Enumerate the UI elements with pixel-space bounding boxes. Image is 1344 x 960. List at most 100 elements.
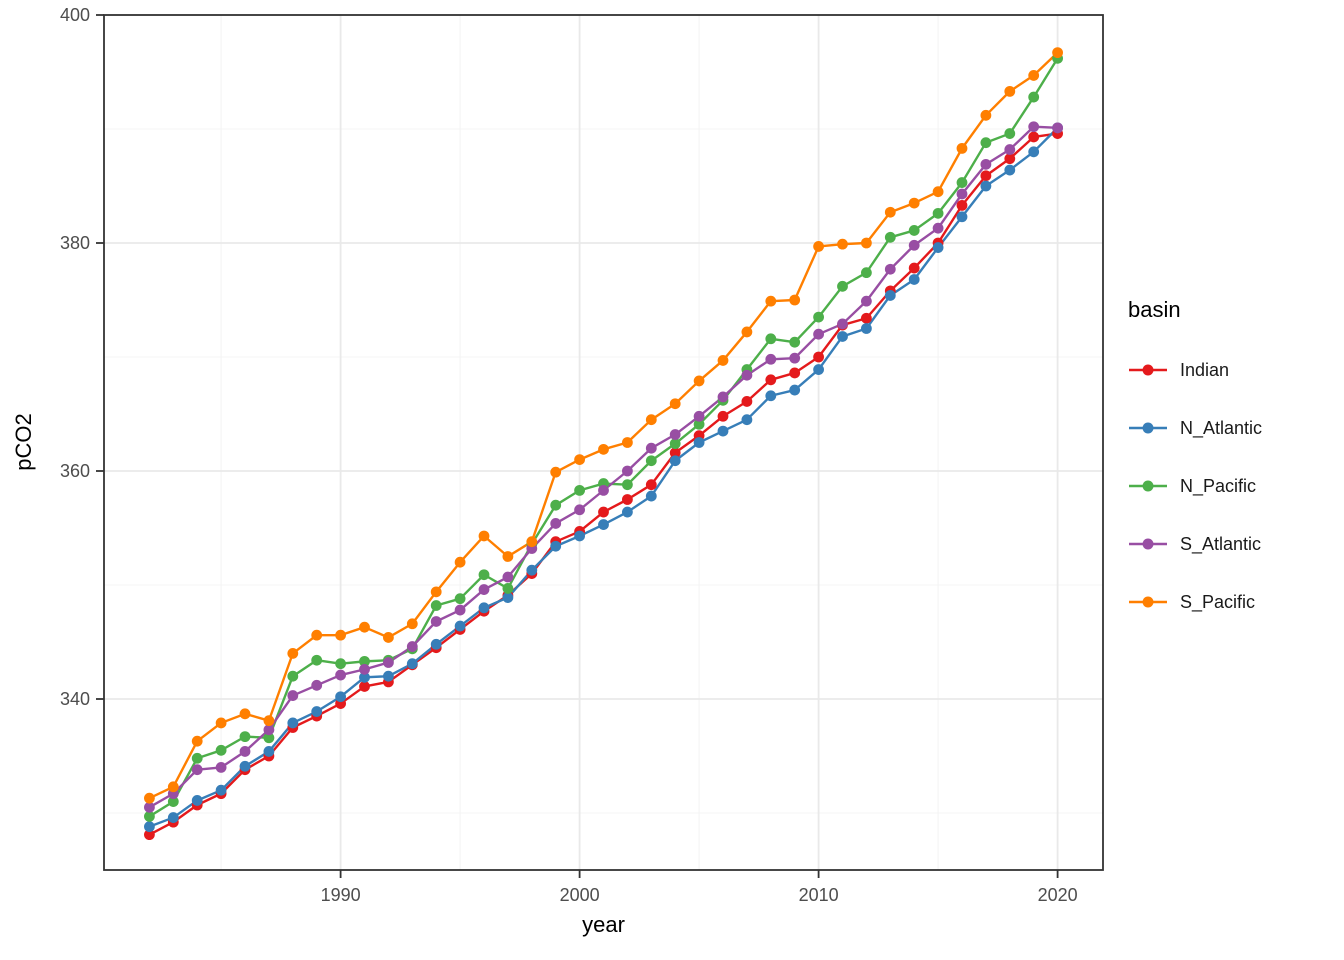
data-point-S_Atlantic (717, 391, 729, 403)
data-point-Indian (1028, 131, 1040, 143)
data-point-N_Atlantic (526, 564, 538, 576)
data-point-N_Pacific (1004, 128, 1016, 139)
data-point-N_Pacific (765, 333, 777, 345)
data-point-N_Pacific (335, 658, 347, 670)
data-point-N_Atlantic (1004, 164, 1016, 176)
data-point-S_Pacific (884, 206, 896, 218)
data-point-N_Pacific (454, 593, 466, 605)
data-point-N_Atlantic (1028, 146, 1040, 158)
data-point-S_Atlantic (980, 158, 992, 170)
data-point-S_Atlantic (430, 616, 442, 627)
legend-entry-S_Pacific: S_Pacific (1128, 589, 1338, 615)
data-point-N_Pacific (956, 177, 968, 188)
data-point-S_Atlantic (478, 584, 490, 595)
legend-key-icon (1129, 480, 1167, 492)
data-point-S_Atlantic (860, 295, 872, 307)
y-tick-label: 400 (60, 5, 90, 25)
data-point-N_Atlantic (311, 706, 323, 717)
data-point-S_Atlantic (550, 518, 562, 529)
data-point-N_Atlantic (191, 795, 203, 806)
data-point-S_Atlantic (263, 724, 275, 736)
data-point-S_Pacific (1052, 47, 1063, 59)
data-point-N_Pacific (502, 583, 514, 594)
data-point-N_Atlantic (717, 425, 729, 437)
data-point-N_Atlantic (239, 760, 251, 772)
data-point-S_Pacific (717, 355, 729, 366)
data-point-Indian (621, 494, 633, 505)
data-point-N_Pacific (621, 479, 633, 491)
data-point-N_Pacific (215, 744, 227, 756)
legend-title: basin (1128, 297, 1181, 322)
data-point-Indian (645, 479, 657, 491)
data-point-S_Pacific (789, 294, 801, 306)
data-point-S_Pacific (621, 437, 633, 448)
panel-border (103, 14, 1104, 871)
data-point-N_Pacific (813, 311, 824, 323)
data-point-Indian (741, 396, 753, 407)
data-point-N_Pacific (263, 732, 275, 744)
data-point-S_Pacific (144, 792, 155, 804)
data-point-S_Atlantic (1052, 122, 1063, 134)
data-point-N_Atlantic (645, 490, 657, 502)
data-point-S_Pacific (980, 109, 992, 121)
data-point-S_Pacific (526, 536, 538, 548)
data-point-S_Pacific (263, 715, 275, 727)
data-point-N_Atlantic (598, 519, 609, 530)
data-point-N_Atlantic (789, 384, 801, 396)
data-point-N_Atlantic (884, 290, 896, 301)
x-axis-title: year (582, 912, 625, 937)
data-point-S_Pacific (454, 556, 466, 568)
data-point-N_Atlantic (215, 784, 227, 796)
x-tick-label: 1990 (321, 885, 361, 905)
data-point-N_Atlantic (813, 364, 824, 375)
data-point-S_Pacific (813, 241, 824, 252)
legend-key-icon (1129, 422, 1167, 434)
data-point-S_Pacific (765, 295, 777, 307)
data-point-S_Pacific (383, 632, 394, 643)
data-point-S_Pacific (406, 618, 418, 630)
legend-label: N_Pacific (1180, 475, 1257, 496)
data-point-Indian (813, 351, 824, 363)
data-point-S_Pacific (1028, 70, 1040, 81)
data-point-S_Atlantic (454, 604, 466, 616)
data-point-S_Atlantic (383, 657, 394, 668)
data-point-S_Atlantic (239, 746, 251, 757)
data-point-N_Pacific (287, 670, 299, 682)
data-point-S_Atlantic (669, 429, 681, 440)
data-point-Indian (144, 829, 155, 841)
data-point-N_Pacific (789, 336, 801, 348)
data-point-S_Atlantic (837, 318, 848, 330)
legend-entry-S_Atlantic: S_Atlantic (1128, 531, 1338, 557)
data-point-S_Atlantic (598, 484, 609, 496)
data-point-N_Atlantic (741, 414, 753, 426)
data-point-S_Atlantic (884, 263, 896, 275)
y-tick-label: 360 (60, 461, 90, 481)
data-point-S_Pacific (502, 551, 514, 562)
data-point-Indian (669, 447, 681, 459)
data-point-N_Atlantic (167, 812, 179, 823)
data-point-Indian (908, 262, 920, 274)
data-point-S_Atlantic (932, 222, 944, 234)
data-point-S_Pacific (335, 629, 347, 641)
data-point-S_Atlantic (813, 328, 824, 340)
data-point-N_Pacific (550, 499, 562, 511)
data-point-N_Atlantic (908, 274, 920, 285)
data-point-S_Pacific (1004, 85, 1016, 97)
data-point-S_Pacific (956, 142, 968, 154)
data-point-N_Pacific (191, 752, 203, 764)
data-point-S_Pacific (574, 454, 586, 465)
data-point-Indian (765, 374, 777, 386)
data-point-S_Atlantic (1004, 144, 1016, 155)
data-point-N_Atlantic (144, 821, 155, 833)
data-point-S_Atlantic (215, 762, 227, 773)
data-point-S_Pacific (167, 781, 179, 793)
data-point-S_Atlantic (574, 504, 586, 516)
y-tick-label: 380 (60, 233, 90, 253)
data-point-S_Atlantic (765, 353, 777, 365)
data-point-N_Pacific (908, 225, 920, 236)
data-point-S_Atlantic (311, 679, 323, 691)
data-point-N_Atlantic (430, 638, 442, 650)
panel-background (104, 15, 1103, 870)
x-tick-label: 2000 (560, 885, 600, 905)
